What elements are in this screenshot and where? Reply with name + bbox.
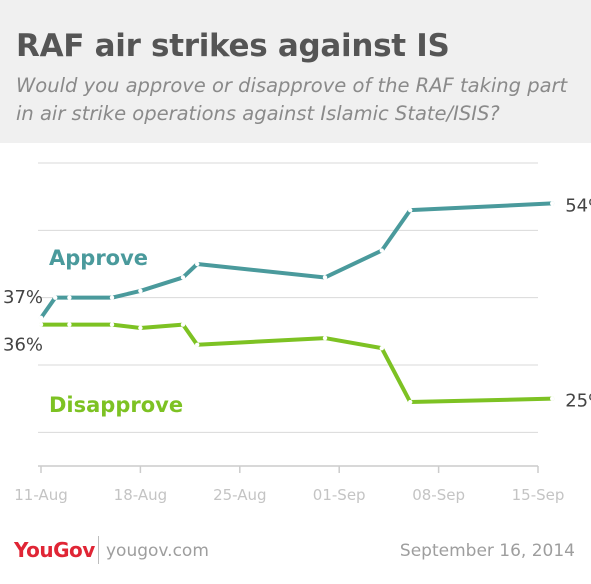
data-point [67,322,72,327]
data-point [180,322,186,327]
footer-date: September 16, 2014 [399,541,575,561]
line-chart: 11-Aug 18-Aug 25-Aug 01-Sep 08-Sep 15-Sep 37% 5… [3,162,591,504]
data-point [109,295,115,300]
x-tick-label: 15-Sep [512,486,565,504]
chart-subtitle: Would you approve or disapprove of the R… [16,74,568,125]
x-tick-label: 08-Sep [412,486,465,504]
data-point [379,345,384,351]
data-point [550,201,555,206]
data-point [38,322,44,327]
end-value-label: 54% [565,195,591,216]
data-point [408,399,413,405]
data-point [379,248,384,253]
data-point [138,325,143,331]
series-label-approve: Approve [49,246,148,270]
footer-site: yougov.com [106,541,209,561]
data-point [550,396,555,401]
data-point [38,315,44,321]
data-point [322,275,328,280]
end-value-label: 25% [565,391,591,412]
data-point [138,288,143,294]
x-tick-label: 11-Aug [14,486,67,504]
yougov-logo: YouGov [14,538,95,562]
start-value-label: 37% [3,287,43,308]
series-line-disapprove [39,322,555,405]
data-point [109,322,115,327]
x-tick-label: 25-Aug [213,486,266,504]
data-point [195,261,200,267]
data-point [408,207,413,213]
footer-divider [98,536,99,564]
data-point [322,335,328,341]
data-point [53,295,58,300]
start-value-label: 36% [3,335,43,356]
data-point [180,275,186,280]
x-tick-label: 01-Sep [313,486,366,504]
x-tick-label: 18-Aug [114,486,167,504]
data-point [195,342,200,347]
series-label-disapprove: Disapprove [49,393,183,417]
data-point [67,295,72,300]
header: RAF air strikes against IS Would you app… [0,0,591,143]
chart-title: RAF air strikes against IS [16,28,450,64]
